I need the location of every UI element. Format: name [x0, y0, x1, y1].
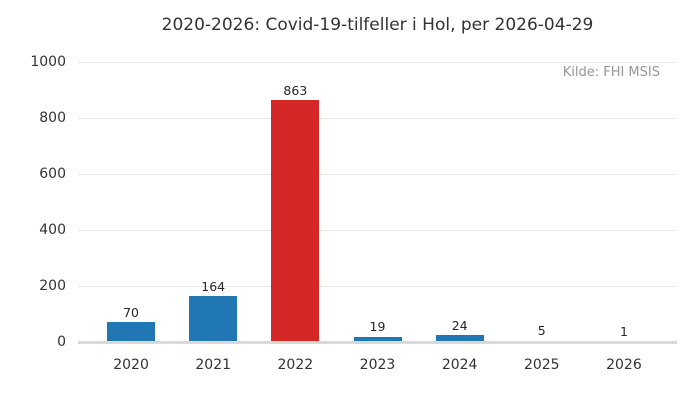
- source-note: Kilde: FHI MSIS: [562, 65, 660, 80]
- x-tick-label-2025: 2025: [523, 357, 560, 373]
- gridline-400: [78, 229, 677, 231]
- y-tick-label-200: 200: [39, 278, 66, 294]
- bar-value-label-2022: 863: [283, 82, 308, 98]
- bar-value-label-2020: 70: [123, 304, 140, 320]
- x-tick-label-2020: 2020: [113, 357, 149, 373]
- x-axis: 2020 2021 2022 2023 2024 2025 2026: [78, 352, 677, 382]
- bar-2024: [435, 335, 484, 342]
- gridline-600: [78, 173, 677, 175]
- bar-value-label-2025: 5: [537, 323, 546, 339]
- bar-value-label-2023: 19: [369, 319, 386, 335]
- x-tick-label-2024: 2024: [441, 357, 478, 373]
- y-tick-label-600: 600: [39, 166, 66, 182]
- bar-value-label-2026: 1: [619, 324, 628, 340]
- bar-2022: [271, 100, 320, 342]
- x-tick-label-2023: 2023: [359, 357, 396, 373]
- y-axis: 0 200 400 600 800 1000: [0, 55, 66, 349]
- bar-2021: [189, 296, 238, 342]
- y-tick-label-0: 0: [57, 334, 66, 350]
- bar-value-label-2021: 164: [201, 278, 226, 294]
- x-tick-label-2026: 2026: [606, 357, 642, 373]
- bar-value-label-2024: 24: [451, 317, 468, 333]
- y-tick-label-1000: 1000: [30, 54, 66, 70]
- y-tick-label-800: 800: [39, 110, 66, 126]
- chart-title: 2020-2026: Covid-19-tilfeller i Hol, per…: [161, 15, 594, 35]
- gridline-800: [78, 117, 677, 119]
- plot-area: 70 164 863 19 24 5 1: [78, 61, 677, 344]
- gridline-1000: [78, 61, 677, 63]
- bar-2023: [353, 336, 402, 342]
- x-tick-label-2021: 2021: [195, 357, 232, 373]
- x-tick-label-2022: 2022: [277, 357, 314, 373]
- x-axis-baseline: [78, 340, 677, 344]
- y-tick-label-400: 400: [39, 222, 66, 238]
- gridline-200: [78, 285, 677, 287]
- bar-2020: [107, 322, 156, 342]
